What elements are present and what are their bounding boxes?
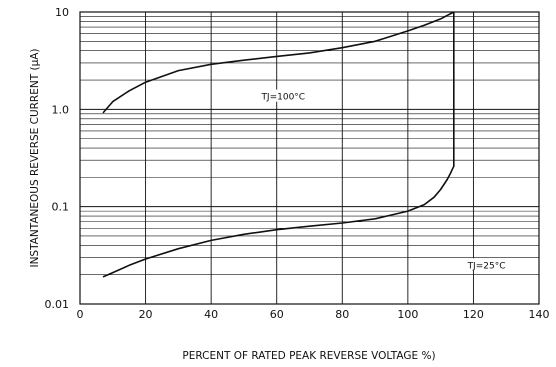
y-tick-labels: 0.01 0.1 1.0 10 — [45, 6, 70, 311]
x-tick-label: 100 — [397, 308, 418, 321]
plot-frame — [79, 11, 540, 305]
grid — [79, 12, 540, 305]
annotations: TJ=100°C TJ=25°C — [257, 89, 510, 271]
x-tick-label: 120 — [463, 308, 484, 321]
x-tick-label: 60 — [270, 308, 284, 321]
annotation-bg — [257, 89, 309, 102]
annotation-label: TJ=100°C — [260, 93, 305, 103]
x-tick-labels: 0 20 40 60 80 100 120 140 — [77, 308, 550, 321]
x-tick-label: 80 — [335, 308, 349, 321]
y-tick-label: 1.0 — [52, 103, 70, 116]
y-tick-label: 10 — [55, 6, 69, 19]
x-tick-label: 140 — [529, 308, 550, 321]
annotation-label: TJ=25°C — [467, 261, 506, 271]
y-tick-label: 0.1 — [52, 201, 70, 214]
x-tick-label: 0 — [77, 308, 84, 321]
x-tick-label: 20 — [139, 308, 153, 321]
x-axis-title: PERCENT OF RATED PEAK REVERSE VOLTAGE %) — [182, 350, 435, 362]
y-axis-title: INSTANTANEOUS REVERSE CURRENT (μA) — [29, 48, 41, 267]
series-layer — [102, 11, 455, 278]
series-line-2 — [102, 12, 455, 278]
series-annotation: TJ=100°C — [257, 89, 309, 103]
x-tick-label: 40 — [204, 308, 218, 321]
y-tick-label: 0.01 — [45, 298, 70, 311]
series-annotation: TJ=25°C — [463, 258, 510, 271]
series-line-1 — [102, 11, 455, 114]
annotation-bg — [463, 258, 510, 271]
